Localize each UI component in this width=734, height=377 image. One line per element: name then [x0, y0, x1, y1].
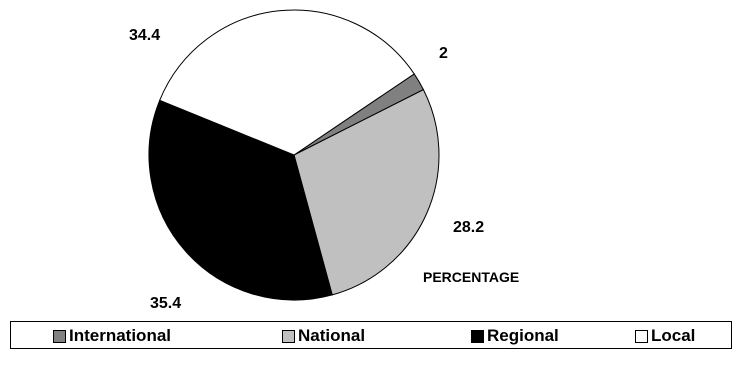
pie-chart: 2 28.2 35.4 34.4 PERCENTAGE	[129, 9, 519, 312]
legend-label-international: International	[69, 326, 172, 345]
pie-slice-local	[159, 9, 415, 156]
legend-swatch-national	[282, 329, 295, 343]
legend-label-regional: Regional	[487, 326, 559, 345]
data-label-international: 2	[439, 45, 448, 62]
legend-item-national: National	[282, 326, 365, 346]
legend-item-regional: Regional	[471, 326, 559, 346]
legend-item-local: Local	[635, 326, 695, 346]
chart-legend: International National Regional Local	[10, 321, 732, 349]
legend-item-international: International	[53, 326, 171, 346]
pie-slice-national	[293, 88, 440, 296]
pie-slice-regional	[148, 99, 333, 301]
legend-label-local: Local	[651, 326, 696, 345]
chart-caption: PERCENTAGE	[423, 269, 519, 285]
pie-slices	[148, 9, 440, 301]
legend-swatch-international	[53, 329, 66, 343]
legend-label-national: National	[298, 326, 366, 345]
data-label-local: 34.4	[129, 27, 160, 44]
legend-swatch-local	[635, 329, 648, 343]
legend-swatch-regional	[471, 329, 484, 343]
data-label-national: 28.2	[453, 219, 484, 236]
data-label-regional: 35.4	[150, 295, 181, 312]
